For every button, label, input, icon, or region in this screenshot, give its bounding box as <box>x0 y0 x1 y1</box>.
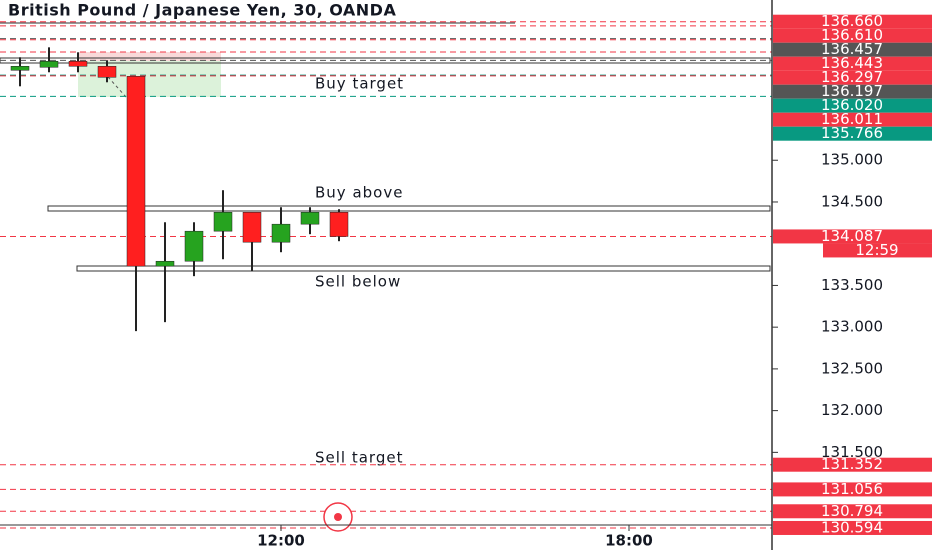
price-tag-label: 136.020 <box>821 96 883 114</box>
x-tick-label: 12:00 <box>257 532 305 550</box>
price-tag <box>773 28 932 43</box>
candle-body <box>126 76 146 267</box>
price-tag <box>773 229 932 244</box>
price-tag <box>773 14 932 29</box>
price-tag-label: 136.011 <box>821 110 883 128</box>
x-tick-label: 18:00 <box>605 532 653 550</box>
y-tick-label: 134.500 <box>821 192 883 210</box>
price-tag-label: 130.594 <box>821 518 883 536</box>
price-tag <box>773 482 932 497</box>
price-tag <box>773 98 932 113</box>
price-tag-label: 134.087 <box>821 227 883 245</box>
price-tag-label: 135.766 <box>821 124 883 142</box>
candle-body <box>184 230 204 262</box>
candle-body <box>155 260 175 267</box>
candle-body <box>68 61 88 67</box>
annotation: Buy above <box>315 184 403 202</box>
annotation: Sell below <box>315 273 401 291</box>
level-box <box>76 265 771 272</box>
price-tag <box>773 457 932 472</box>
price-tag-label: 136.197 <box>821 82 883 100</box>
level-box <box>47 205 771 212</box>
price-tag <box>773 84 932 99</box>
y-tick-label: 133.500 <box>821 276 883 294</box>
countdown-tag <box>823 243 932 258</box>
chart-title: British Pound / Japanese Yen, 30, OANDA <box>8 1 396 20</box>
candle-body <box>213 211 233 232</box>
candle-body <box>97 66 117 78</box>
price-tag <box>773 520 932 535</box>
candle-body <box>329 211 349 237</box>
price-tag <box>773 42 932 57</box>
price-tag <box>773 70 932 85</box>
price-tag-label: 130.794 <box>821 502 883 520</box>
candle-body <box>39 61 59 68</box>
stop-zone <box>78 52 221 61</box>
candle-body <box>300 211 320 225</box>
price-tag <box>773 126 932 141</box>
price-tag-label: 136.457 <box>821 40 883 58</box>
price-tag-label: 136.610 <box>821 26 883 44</box>
annotation: Sell target <box>315 449 403 467</box>
y-tick-label: 133.000 <box>821 318 883 336</box>
price-tag <box>773 504 932 519</box>
price-tag <box>773 112 932 127</box>
candle-body <box>242 211 262 243</box>
y-tick-label: 135.000 <box>821 151 883 169</box>
y-tick-label: 131.500 <box>821 443 883 461</box>
annotation: Buy target <box>315 75 404 93</box>
y-tick-label: 132.500 <box>821 359 883 377</box>
price-tag-label: 131.056 <box>821 480 883 498</box>
candle-body <box>10 66 30 71</box>
price-tag-label: 136.443 <box>821 54 883 72</box>
countdown: 12:59 <box>855 241 898 259</box>
replay-icon-dot <box>334 513 342 521</box>
y-tick-label: 132.000 <box>821 401 883 419</box>
price-tag-label: 136.660 <box>821 12 883 30</box>
price-tag-label: 136.297 <box>821 68 883 86</box>
candle-body <box>271 223 291 243</box>
price-tag-label: 131.352 <box>821 455 883 473</box>
price-tag <box>773 56 932 71</box>
